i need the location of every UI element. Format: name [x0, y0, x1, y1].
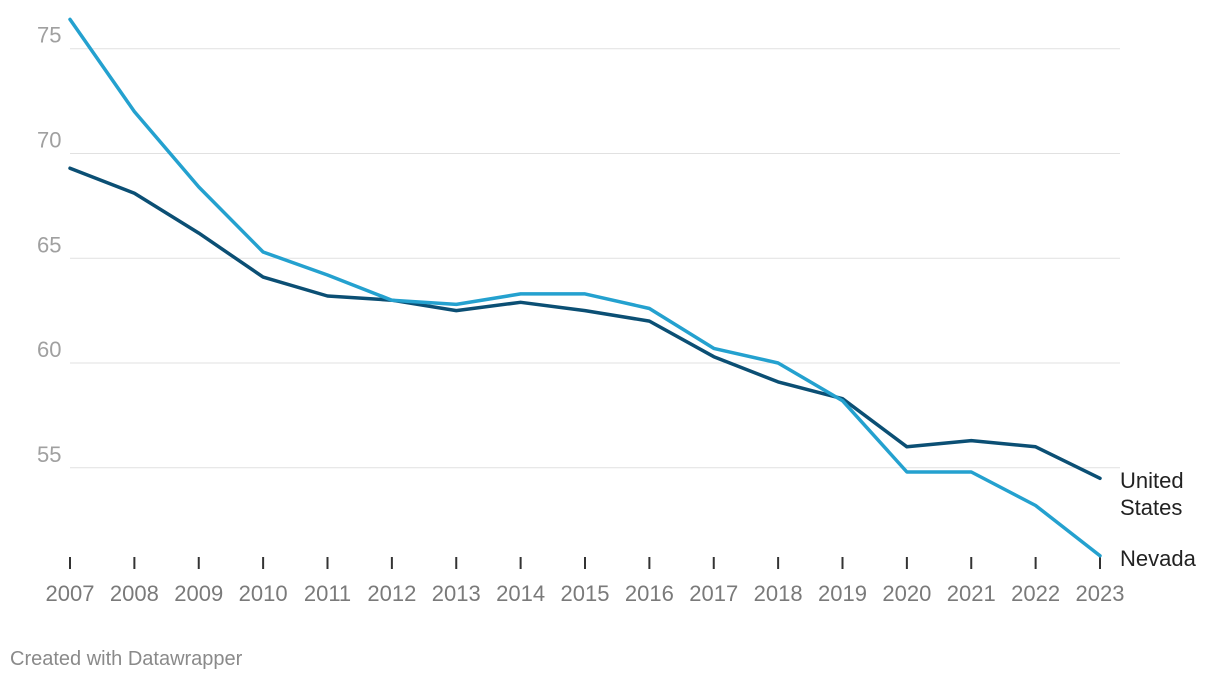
series-label-united-states: United	[1120, 468, 1184, 493]
x-tick-label: 2012	[367, 581, 416, 606]
y-tick-label: 55	[37, 442, 61, 467]
series-lines	[68, 17, 1102, 558]
y-tick-label: 75	[37, 23, 61, 48]
y-tick-label: 70	[37, 127, 61, 152]
x-tick-label: 2023	[1076, 581, 1125, 606]
x-tick-label: 2007	[46, 581, 95, 606]
series-label-nevada: Nevada	[1120, 546, 1197, 571]
x-tick-label: 2016	[625, 581, 674, 606]
x-tick-label: 2021	[947, 581, 996, 606]
x-tick-label: 2017	[689, 581, 738, 606]
x-tick-label: 2014	[496, 581, 545, 606]
x-tick-label: 2008	[110, 581, 159, 606]
x-tick-label: 2022	[1011, 581, 1060, 606]
gridlines	[70, 48, 1120, 469]
series-line-united-states	[68, 166, 1102, 481]
x-axis: 2007 2008 2009 2010 2011 2012 2013 2014 2015 2016…	[46, 557, 1125, 606]
y-tick-label: 60	[37, 337, 61, 362]
x-tick-label: 2020	[882, 581, 931, 606]
x-tick-label: 2010	[239, 581, 288, 606]
x-tick-label: 2015	[561, 581, 610, 606]
y-tick-label: 65	[37, 232, 61, 257]
x-tick-label: 2013	[432, 581, 481, 606]
y-axis-tick-labels: 55 60 65 70 75	[37, 23, 61, 467]
series-label-united-states: States	[1120, 495, 1182, 520]
x-tick-label: 2011	[304, 581, 351, 606]
x-tick-label: 2009	[174, 581, 223, 606]
x-tick-label: 2019	[818, 581, 867, 606]
datawrapper-credit: Created with Datawrapper	[10, 648, 243, 670]
x-tick-label: 2018	[754, 581, 803, 606]
series-line-nevada	[68, 17, 1102, 558]
